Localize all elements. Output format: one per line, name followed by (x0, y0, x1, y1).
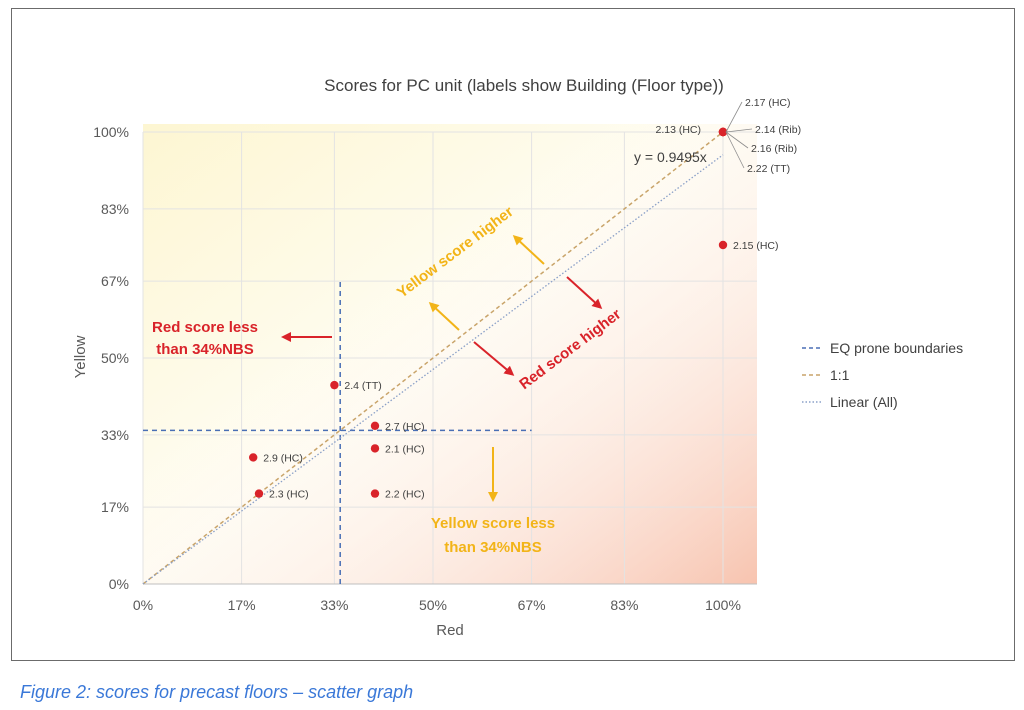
data-point (330, 380, 339, 390)
x-tick-label: 100% (705, 597, 741, 613)
data-point-label: 2.15 (HC) (733, 240, 779, 252)
data-points (249, 127, 728, 498)
legend-item-linear-all: Linear (All) (802, 394, 898, 410)
y-axis-label: Yellow (72, 335, 89, 378)
gridlines (142, 131, 757, 585)
data-point-label: 2.7 (HC) (385, 421, 425, 433)
data-point-label: 2.22 (TT) (747, 163, 790, 175)
legend-label-linear-all: Linear (All) (830, 394, 898, 410)
annotation-yellow-less-line1: Yellow score less (431, 515, 555, 532)
data-point-label: 2.17 (HC) (745, 97, 791, 109)
annotation-red-less-line1: Red score less (152, 319, 258, 336)
x-tick-label: 17% (228, 597, 256, 613)
data-point-label: 2.4 (TT) (344, 380, 381, 392)
x-axis-label: Red (436, 622, 464, 639)
data-point-label: 2.16 (Rib) (751, 143, 797, 155)
y-tick-label: 50% (101, 350, 129, 366)
reference-lines (142, 131, 724, 585)
x-tick-label: 0% (133, 597, 153, 613)
scatter-chart: Scores for PC unit (labels show Building… (72, 76, 963, 639)
legend-item-one-to-one: 1:1 (802, 367, 850, 383)
red-higher-arrow-lower (473, 341, 515, 376)
chart-title: Scores for PC unit (labels show Building… (324, 76, 724, 95)
legend-label-one-to-one: 1:1 (830, 367, 850, 383)
x-tick-label: 50% (419, 597, 447, 613)
figure-caption: Figure 2: scores for precast floors – sc… (20, 682, 414, 702)
data-point (370, 421, 380, 430)
label-leader-line (725, 101, 743, 133)
data-point-label: 2.3 (HC) (269, 489, 309, 501)
data-point-label: 2.13 (HC) (655, 124, 701, 136)
y-tick-label: 17% (101, 499, 129, 515)
x-tick-label: 33% (320, 597, 348, 613)
data-point-label: 2.2 (HC) (385, 489, 425, 501)
data-point (254, 489, 264, 498)
point-labels: 2.17 (HC) 2.13 (HC) 2.14 (Rib) 2.16 (Rib) 2.… (263, 97, 801, 501)
label-leader-line (725, 131, 749, 149)
x-axis-ticks: 0% 17% 33% 50% 67% 83% 100% (133, 597, 741, 613)
y-tick-label: 33% (101, 427, 129, 443)
label-leader-line (725, 128, 753, 133)
data-point (370, 489, 380, 498)
y-tick-label: 100% (93, 124, 129, 140)
trendline-equation: y = 0.9495x (634, 149, 707, 165)
annotation-arrows (281, 234, 603, 502)
one-to-one-line (142, 131, 724, 585)
red-higher-arrow-upper (566, 276, 603, 310)
annotation-red-less-line2: than 34%NBS (156, 341, 254, 358)
y-tick-label: 0% (109, 576, 129, 592)
annotation-yellow-less-line2: than 34%NBS (444, 539, 542, 556)
yellow-higher-arrow-lower (428, 301, 460, 331)
data-point-label: 2.9 (HC) (263, 452, 303, 464)
legend-label-eq-boundaries: EQ prone boundaries (830, 340, 963, 356)
data-point (718, 240, 728, 250)
data-point-label: 2.14 (Rib) (755, 124, 801, 136)
y-tick-label: 67% (101, 273, 129, 289)
x-tick-label: 83% (610, 597, 638, 613)
legend: EQ prone boundaries 1:1 Linear (All) (802, 340, 963, 410)
x-tick-label: 67% (518, 597, 546, 613)
y-tick-label: 83% (101, 201, 129, 217)
chart-frame: Scores for PC unit (labels show Building… (11, 8, 1015, 661)
yellow-higher-arrow-upper (512, 234, 545, 265)
data-point (718, 127, 728, 137)
y-axis-ticks: 0% 17% 33% 50% 67% 83% 100% (93, 124, 129, 592)
legend-item-eq-boundaries: EQ prone boundaries (802, 340, 963, 356)
data-point (370, 444, 380, 453)
trendline-linear-all (142, 154, 724, 585)
label-leader-line (725, 131, 745, 169)
data-point (249, 453, 258, 462)
data-point-label: 2.1 (HC) (385, 443, 425, 455)
